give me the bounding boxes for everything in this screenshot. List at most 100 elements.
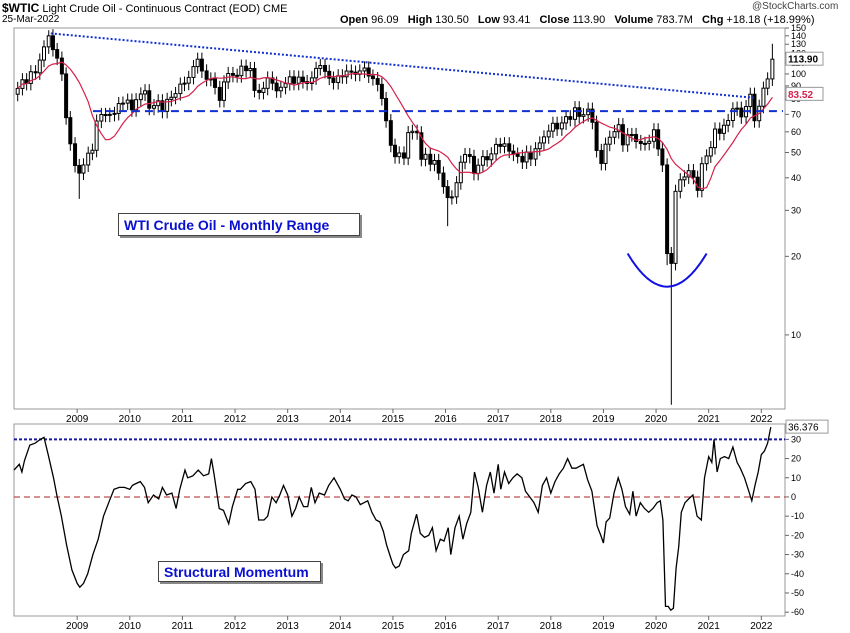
candle-body bbox=[401, 152, 406, 159]
price-y-tick-label: 90 bbox=[791, 81, 801, 91]
price-y-tick-label: 30 bbox=[791, 205, 801, 215]
candle-body bbox=[568, 116, 573, 120]
candle-body bbox=[691, 170, 696, 178]
price-y-tick-label: 40 bbox=[791, 173, 801, 183]
momentum-x-tick-label: 2022 bbox=[750, 621, 773, 632]
candle-body bbox=[708, 147, 713, 157]
candle-body bbox=[748, 93, 753, 108]
candle-body bbox=[388, 120, 393, 146]
candle-body bbox=[721, 124, 726, 134]
candle-body bbox=[713, 128, 718, 149]
candle-body bbox=[515, 153, 520, 157]
momentum-y-tick-label: 30 bbox=[791, 434, 801, 444]
candle-body bbox=[178, 83, 183, 95]
candle-body bbox=[463, 154, 468, 163]
ohlc-readout: Open 96.09 High 130.50 Low 93.41 Close 113.9… bbox=[340, 14, 821, 26]
candle-body bbox=[213, 78, 218, 88]
price-y-tick-label: 100 bbox=[791, 69, 806, 79]
candle-body bbox=[647, 140, 652, 144]
candle-body bbox=[375, 78, 380, 85]
momentum-y-tick-label: -30 bbox=[791, 550, 804, 560]
candle-body bbox=[581, 114, 586, 117]
candle-body bbox=[138, 93, 143, 101]
momentum-x-tick-label: 2019 bbox=[592, 621, 615, 632]
candle-body bbox=[739, 107, 744, 118]
candle-body bbox=[476, 164, 481, 174]
chart-title-line: $WTIC Light Crude Oil - Continuous Contra… bbox=[2, 1, 293, 15]
candle-body bbox=[533, 148, 538, 160]
candle-body bbox=[287, 76, 292, 85]
candle-body bbox=[314, 67, 319, 79]
candle-body bbox=[182, 82, 187, 85]
candle-body bbox=[765, 78, 770, 89]
low-label: Low bbox=[477, 14, 500, 26]
momentum-panel: 2009 2010 2011 2012 2013 2014 2015 2016 2017 2018… bbox=[13, 419, 829, 632]
candle-body bbox=[660, 148, 665, 166]
candle-body bbox=[541, 136, 546, 144]
candle-body bbox=[629, 134, 634, 137]
candle-body bbox=[252, 68, 257, 91]
candle-body bbox=[603, 143, 608, 164]
candle-body bbox=[564, 116, 569, 124]
candle-body bbox=[651, 129, 656, 142]
exchange-label: CME bbox=[263, 3, 288, 15]
candle-body bbox=[726, 120, 731, 126]
candle-body bbox=[261, 87, 266, 93]
candle-body bbox=[274, 82, 279, 92]
close-label: Close bbox=[539, 14, 570, 26]
candle-body bbox=[296, 76, 301, 84]
momentum-y-tick-label: -10 bbox=[791, 511, 804, 521]
price-x-tick-label: 2014 bbox=[329, 414, 352, 425]
candle-body bbox=[349, 70, 354, 73]
open-label: Open bbox=[340, 14, 369, 26]
momentum-x-tick-label: 2017 bbox=[487, 621, 510, 632]
candle-body bbox=[599, 149, 604, 164]
price-x-tick-label: 2018 bbox=[540, 414, 563, 425]
candle-body bbox=[64, 73, 69, 119]
price-x-tick-label: 2009 bbox=[66, 414, 89, 425]
candle-body bbox=[244, 65, 249, 72]
candle-body bbox=[151, 105, 156, 109]
candle-body bbox=[68, 117, 73, 145]
momentum-x-tick-label: 2010 bbox=[119, 621, 142, 632]
candle-body bbox=[485, 156, 490, 161]
candle-body bbox=[195, 58, 200, 68]
candle-body bbox=[467, 154, 472, 157]
candle-body bbox=[204, 70, 209, 80]
candle-body bbox=[384, 98, 389, 122]
candle-body bbox=[471, 155, 476, 174]
candle-body bbox=[489, 153, 494, 161]
high-label: High bbox=[407, 14, 433, 26]
volume-value: 783.7M bbox=[656, 14, 693, 26]
candle-body bbox=[616, 124, 621, 133]
candle-body bbox=[336, 75, 341, 84]
moving-average-line bbox=[17, 61, 773, 190]
candle-body bbox=[99, 114, 104, 122]
momentum-y-tick-label: 20 bbox=[791, 454, 801, 464]
price-x-tick-label: 2021 bbox=[698, 414, 721, 425]
candle-body bbox=[612, 131, 617, 138]
momentum-line bbox=[13, 426, 772, 612]
candle-body bbox=[494, 143, 499, 155]
candle-body bbox=[520, 155, 525, 163]
candle-body bbox=[669, 253, 674, 264]
price-panel: 1501401301201101009080706050403020102009… bbox=[13, 23, 824, 425]
candle-body bbox=[393, 144, 398, 158]
momentum-y-tick-label: -50 bbox=[791, 588, 804, 598]
price-x-tick-label: 2015 bbox=[382, 414, 405, 425]
candle-body bbox=[678, 179, 683, 192]
candle-body bbox=[397, 152, 402, 158]
momentum-y-tick-label: -40 bbox=[791, 569, 804, 579]
momentum-value-tag-bg bbox=[785, 419, 829, 434]
candle-body bbox=[704, 155, 709, 165]
price-y-tick-label: 10 bbox=[791, 330, 801, 340]
candle-body bbox=[186, 76, 191, 84]
chg-value: +18.18 (+18.99%) bbox=[726, 14, 815, 26]
candle-body bbox=[112, 112, 117, 115]
candle-body bbox=[327, 70, 332, 79]
candle-body bbox=[28, 71, 33, 84]
candle-body bbox=[436, 159, 441, 174]
candle-body bbox=[107, 113, 112, 116]
close-price-tag-bg bbox=[785, 51, 824, 66]
candle-body bbox=[147, 90, 152, 109]
